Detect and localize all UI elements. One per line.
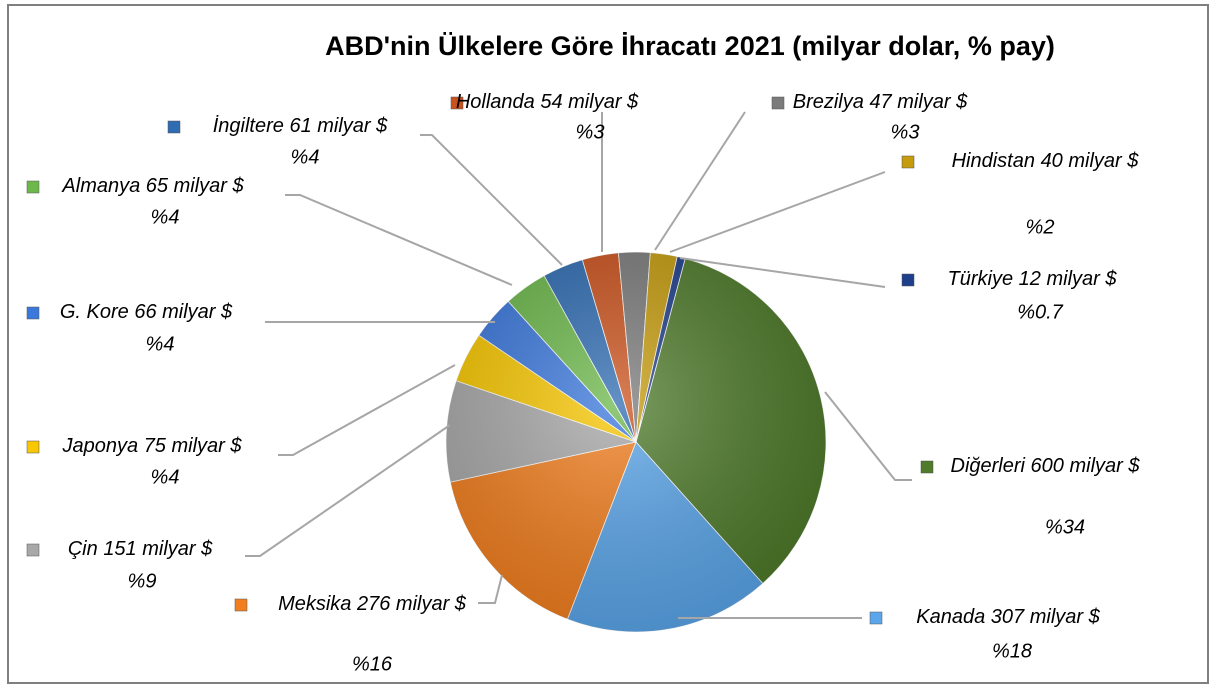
category-name: G. Kore — [60, 301, 129, 323]
leader-line — [669, 171, 886, 253]
category-name: Japonya — [62, 435, 139, 457]
share-label: %3 — [891, 121, 920, 143]
share-label: %0.7 — [1017, 301, 1063, 323]
label-marker — [26, 440, 40, 454]
data-label: Türkiye 12 milyar $ — [948, 268, 1118, 290]
data-label: Çin 151 milyar $ — [68, 538, 213, 560]
leader-line — [245, 424, 451, 557]
value-label: 40 milyar $ — [1041, 150, 1140, 172]
label-marker — [869, 611, 883, 625]
value-label: 75 milyar $ — [144, 435, 243, 457]
share-label: %3 — [576, 121, 605, 143]
data-label: Meksika 276 milyar $ — [278, 593, 467, 615]
share-label: %34 — [1045, 516, 1085, 538]
data-label: Hindistan 40 milyar $ — [952, 150, 1140, 172]
data-label: G. Kore 66 milyar $ — [60, 301, 233, 323]
label-marker — [26, 306, 40, 320]
category-name: Almanya — [61, 175, 140, 197]
label-marker — [901, 273, 915, 287]
leader-line — [824, 391, 912, 481]
value-label: 61 milyar $ — [289, 115, 388, 137]
value-label: 47 milyar $ — [869, 91, 968, 113]
data-label: Almanya 65 milyar $ — [61, 175, 244, 197]
category-name: Hindistan — [952, 150, 1035, 172]
data-label: Kanada 307 milyar $ — [916, 606, 1100, 628]
share-label: %18 — [992, 640, 1032, 662]
share-label: %4 — [291, 146, 320, 168]
leader-line — [420, 134, 563, 266]
label-marker — [167, 120, 181, 134]
category-name: Hollanda — [456, 91, 535, 113]
value-label: 600 milyar $ — [1031, 455, 1141, 477]
label-marker — [26, 543, 40, 557]
value-label: 65 milyar $ — [146, 175, 245, 197]
share-label: %9 — [128, 570, 157, 592]
category-name: Meksika — [278, 593, 351, 615]
label-marker — [920, 460, 934, 474]
category-name: Brezilya — [793, 91, 864, 113]
label-marker — [901, 155, 915, 169]
data-label: Japonya 75 milyar $ — [62, 435, 243, 457]
label-marker — [234, 598, 248, 612]
category-name: Diğerleri — [951, 455, 1026, 477]
value-label: 12 milyar $ — [1019, 268, 1118, 290]
data-label: Diğerleri 600 milyar $ — [951, 455, 1141, 477]
share-label: %2 — [1026, 216, 1055, 238]
share-label: %4 — [146, 333, 175, 355]
category-name: İngiltere — [213, 115, 284, 137]
leader-line — [654, 111, 746, 251]
leader-line — [679, 257, 886, 288]
chart-title: ABD'nin Ülkelere Göre İhracatı 2021 (mil… — [325, 31, 1055, 61]
category-name: Türkiye — [948, 268, 1014, 290]
data-label: İngiltere 61 milyar $ — [213, 115, 388, 137]
label-marker — [450, 96, 464, 110]
value-label: 151 milyar $ — [103, 538, 213, 560]
label-marker — [771, 96, 785, 110]
value-label: 54 milyar $ — [540, 91, 639, 113]
value-label: 307 milyar $ — [991, 606, 1101, 628]
share-label: %4 — [151, 466, 180, 488]
leader-line — [278, 364, 456, 456]
category-name: Kanada — [916, 606, 985, 628]
value-label: 66 milyar $ — [134, 301, 233, 323]
leader-line — [478, 574, 503, 604]
leader-line — [285, 194, 513, 286]
data-label: Brezilya 47 milyar $ — [793, 91, 968, 113]
share-label: %16 — [352, 653, 393, 675]
label-marker — [26, 180, 40, 194]
data-label: Hollanda 54 milyar $ — [456, 91, 639, 113]
category-name: Çin — [68, 538, 98, 560]
share-label: %4 — [151, 206, 180, 228]
value-label: 276 milyar $ — [356, 593, 467, 615]
